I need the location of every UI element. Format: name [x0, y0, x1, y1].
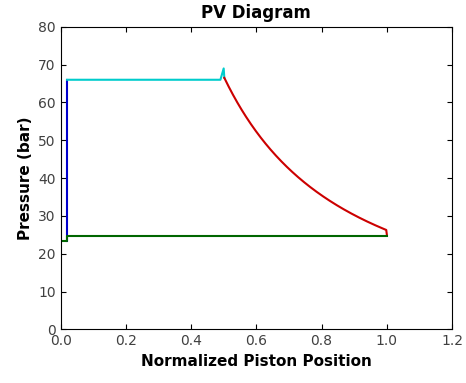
Title: PV Diagram: PV Diagram: [201, 5, 311, 23]
Y-axis label: Pressure (bar): Pressure (bar): [18, 116, 33, 240]
X-axis label: Normalized Piston Position: Normalized Piston Position: [141, 354, 372, 369]
